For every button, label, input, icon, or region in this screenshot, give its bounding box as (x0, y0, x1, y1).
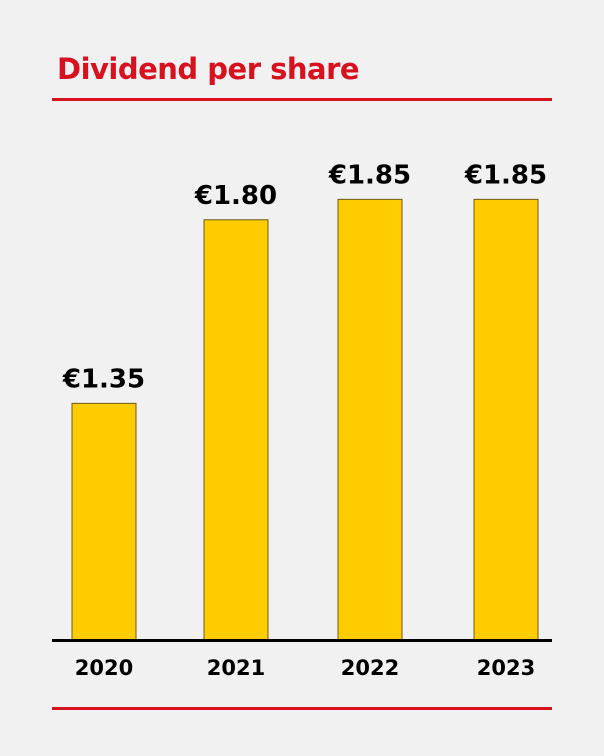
top-divider (52, 98, 552, 101)
bar-2022 (337, 198, 403, 641)
x-tick-label-2021: 2021 (207, 656, 265, 680)
data-label-2020: €1.35 (62, 364, 145, 394)
x-tick-label-2020: 2020 (75, 656, 133, 680)
chart-title: Dividend per share (57, 52, 360, 86)
bar-2023 (473, 198, 539, 641)
data-label-2023: €1.85 (464, 160, 547, 190)
bar-2020 (71, 402, 137, 641)
bottom-divider (52, 707, 552, 710)
bar-2021 (203, 219, 269, 641)
data-label-2022: €1.85 (328, 160, 411, 190)
x-axis-line (52, 639, 552, 642)
data-label-2021: €1.80 (194, 181, 277, 211)
x-tick-label-2022: 2022 (341, 656, 399, 680)
x-tick-label-2023: 2023 (477, 656, 535, 680)
